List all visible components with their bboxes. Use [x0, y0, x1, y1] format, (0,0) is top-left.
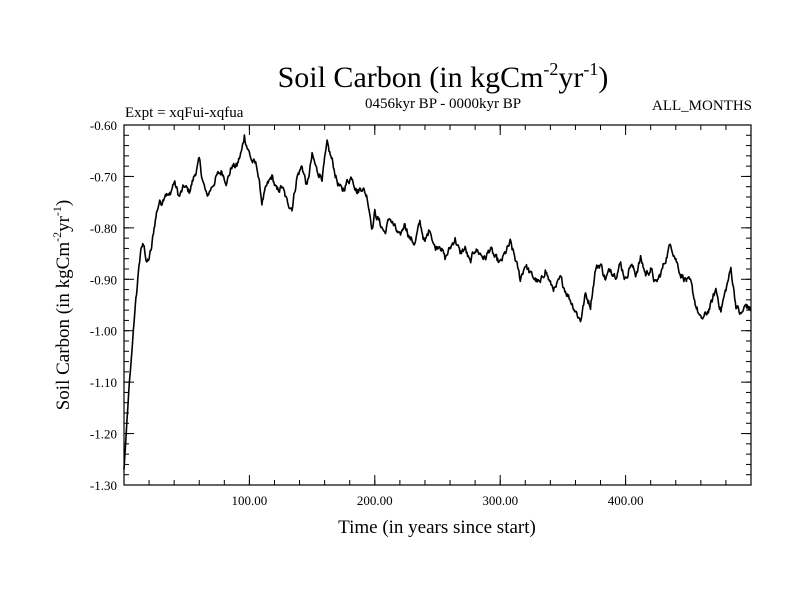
x-tick-label: 100.00	[232, 493, 268, 508]
axis-ticks	[124, 124, 751, 486]
series-line-soil-carbon	[123, 134, 752, 470]
y-tick-label: -0.70	[90, 169, 117, 184]
plot-area-frame	[123, 124, 752, 486]
x-tick-label: 300.00	[482, 493, 518, 508]
y-axis-label: Soil Carbon (in kgCm-2yr-1)	[50, 200, 74, 411]
subtitle-months: ALL_MONTHS	[652, 98, 752, 114]
subtitle-time-range: 0456kyr BP - 0000kyr BP	[365, 96, 521, 112]
axis-tick-labels: 100.00 200.00 300.00 400.00 -0.60 -0.70 -0.80 -…	[90, 118, 644, 508]
y-tick-label: -1.00	[90, 324, 117, 339]
y-tick-label: -1.10	[90, 375, 117, 390]
x-tick-label: 200.00	[357, 493, 393, 508]
y-tick-label: -0.90	[90, 272, 117, 287]
subtitle-experiment: Expt = xqFui-xqfua	[125, 105, 244, 121]
x-tick-label: 400.00	[608, 493, 644, 508]
y-tick-label: -0.80	[90, 221, 117, 236]
chart-title: Soil Carbon (in kgCm-2yr-1)	[278, 59, 609, 94]
y-tick-label: -1.30	[90, 478, 117, 493]
y-tick-label: -1.20	[90, 427, 117, 442]
y-tick-label: -0.60	[90, 118, 117, 133]
x-axis-label: Time (in years since start)	[338, 517, 536, 538]
